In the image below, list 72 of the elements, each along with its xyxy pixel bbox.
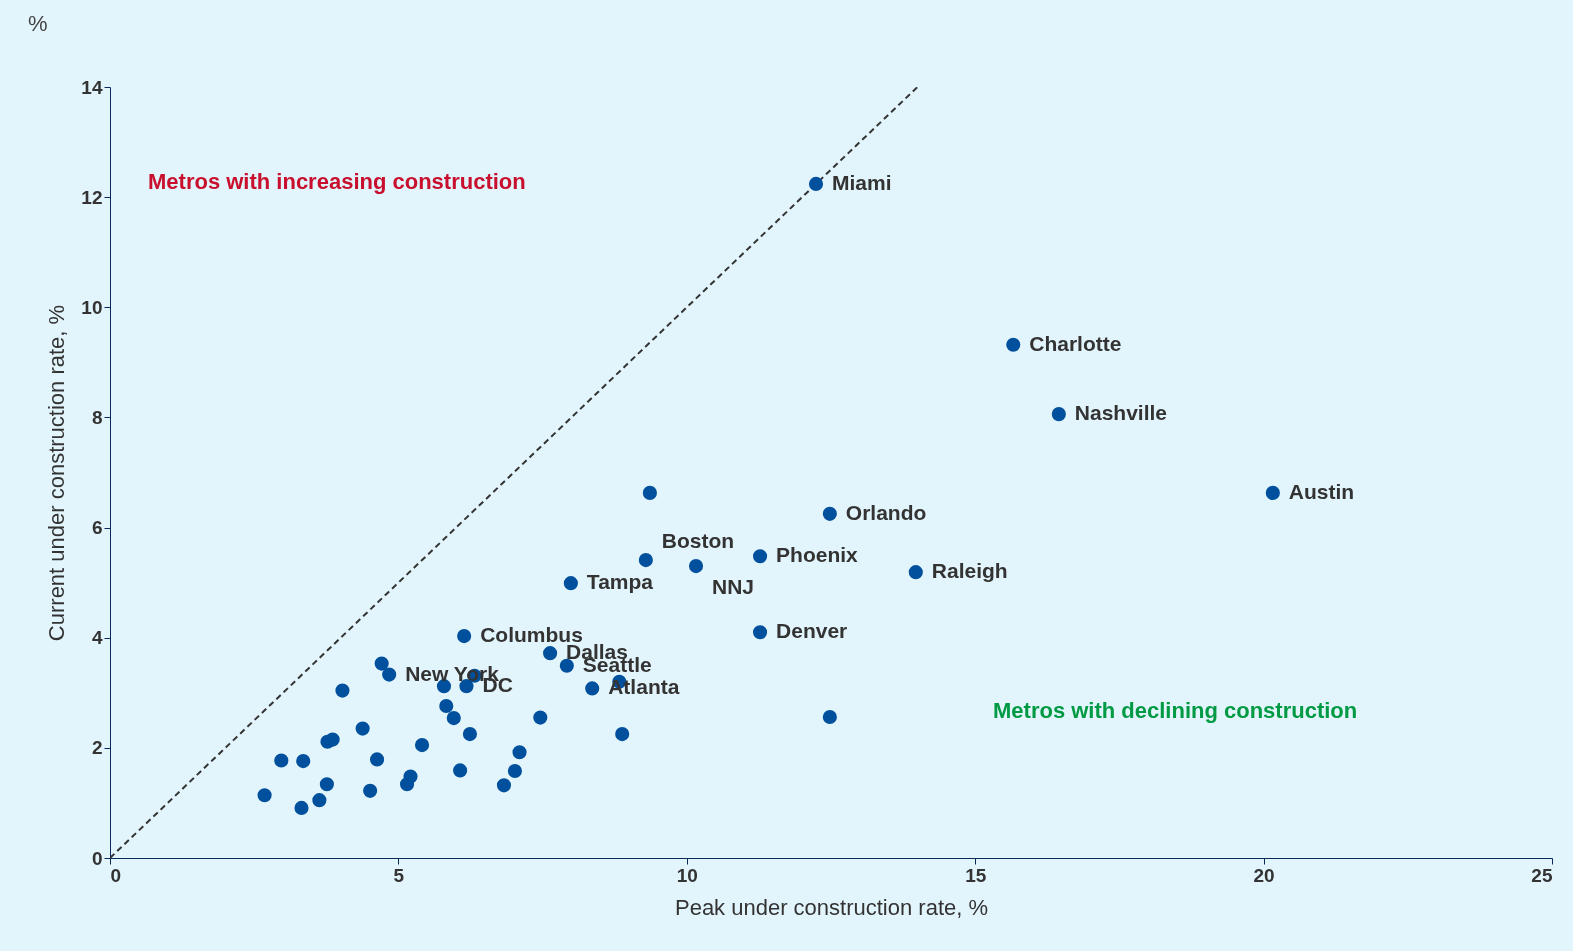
annotation: Metros with increasing construction — [148, 169, 526, 194]
point — [512, 745, 527, 760]
point — [363, 783, 378, 798]
point — [453, 763, 468, 778]
data-label: Denver — [776, 619, 848, 643]
point — [563, 576, 578, 591]
point — [399, 777, 415, 792]
y-tick-label: 12 — [81, 186, 103, 208]
point — [822, 709, 837, 725]
y-tick-label: 2 — [91, 737, 103, 759]
point — [325, 732, 340, 747]
point — [294, 800, 309, 815]
y-tick-label: 8 — [91, 406, 103, 428]
point — [1006, 337, 1021, 352]
data-label: Phoenix — [776, 543, 859, 567]
point — [319, 777, 334, 792]
text: % — [28, 11, 48, 36]
point — [374, 656, 389, 671]
point — [808, 176, 824, 191]
point — [1265, 485, 1280, 500]
point — [559, 658, 574, 673]
data-label: Atlanta — [608, 675, 680, 699]
point — [257, 788, 272, 803]
data-label: Charlotte — [1029, 331, 1122, 355]
annotation: Metros with declining construction — [993, 698, 1358, 723]
point — [439, 698, 454, 714]
point — [752, 625, 768, 640]
point — [1051, 407, 1066, 422]
data-label: Raleigh — [931, 559, 1008, 583]
point — [908, 565, 923, 580]
point — [507, 763, 522, 779]
point — [274, 753, 289, 768]
point — [752, 549, 768, 564]
point — [335, 683, 350, 698]
point — [462, 727, 477, 742]
point — [446, 711, 461, 726]
y-tick-label: 0 — [91, 847, 103, 869]
point — [496, 778, 512, 793]
y-axis-title: Current under construction rate, % — [44, 304, 70, 642]
point — [822, 506, 837, 521]
point — [414, 738, 430, 753]
x-tick-label: 5 — [393, 864, 405, 886]
x-tick-label: 20 — [1253, 864, 1275, 886]
data-label: Orlando — [845, 500, 927, 524]
point — [585, 681, 600, 696]
x-tick-label: 0 — [110, 864, 122, 886]
point — [312, 793, 327, 808]
x-tick-label: 10 — [676, 864, 698, 886]
data-label: Boston — [661, 529, 735, 553]
x-axis-title: Peak under construction rate, % — [674, 894, 989, 920]
point — [615, 727, 630, 742]
point — [533, 710, 548, 725]
data-label: NNJ — [712, 575, 755, 599]
y-tick-label: 4 — [91, 627, 103, 649]
data-label: Miami — [832, 170, 892, 194]
point — [642, 485, 657, 500]
y-tick-label: 14 — [81, 76, 103, 98]
x-tick-label: 15 — [965, 864, 987, 886]
data-label: Austin — [1288, 479, 1355, 503]
y-tick-label: 10 — [81, 296, 103, 318]
data-label: Nashville — [1074, 401, 1168, 425]
point — [688, 559, 704, 574]
point — [638, 553, 653, 568]
point — [369, 752, 385, 767]
point — [382, 667, 397, 682]
point — [543, 646, 558, 661]
point — [355, 721, 370, 736]
point — [457, 629, 472, 644]
y-tick-label: 6 — [91, 517, 103, 539]
x-tick-label: 25 — [1531, 864, 1553, 886]
data-label: Tampa — [586, 570, 654, 594]
point — [296, 754, 311, 769]
